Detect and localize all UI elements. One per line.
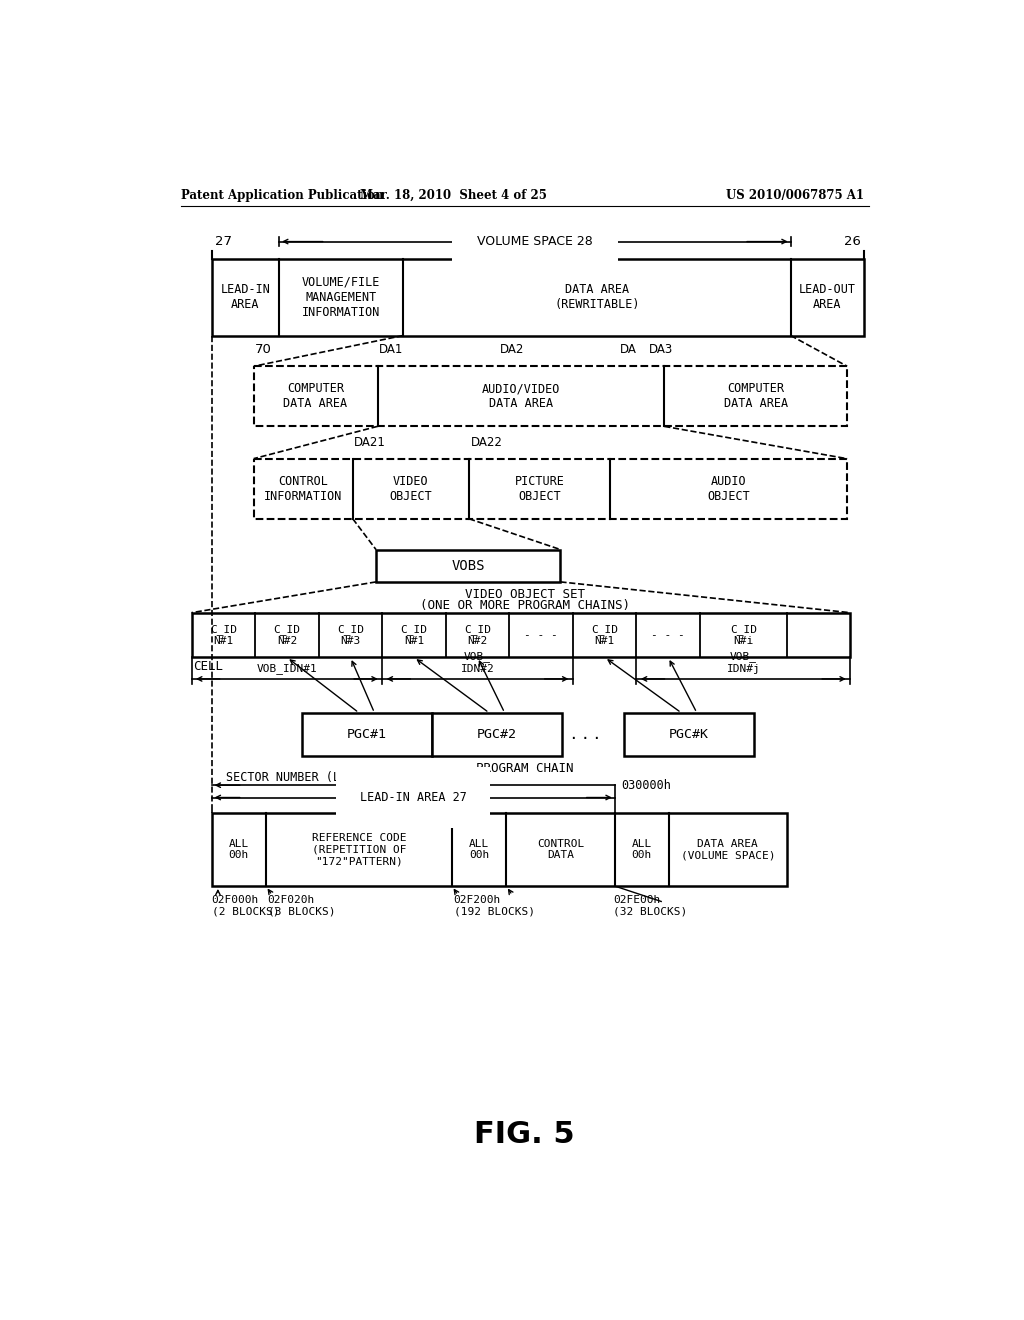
Text: Patent Application Publication: Patent Application Publication bbox=[180, 189, 383, 202]
Text: PGC#2: PGC#2 bbox=[477, 727, 517, 741]
Text: . . .: . . . bbox=[570, 726, 600, 743]
Text: VOLUME/FILE
MANAGEMENT
INFORMATION: VOLUME/FILE MANAGEMENT INFORMATION bbox=[302, 276, 380, 318]
Text: Mar. 18, 2010  Sheet 4 of 25: Mar. 18, 2010 Sheet 4 of 25 bbox=[360, 189, 547, 202]
Text: COMPUTER
DATA AREA: COMPUTER DATA AREA bbox=[284, 383, 347, 411]
Text: DATA AREA
(REWRITABLE): DATA AREA (REWRITABLE) bbox=[554, 282, 640, 312]
Text: DA1: DA1 bbox=[379, 343, 403, 356]
Text: C_ID
N#2: C_ID N#2 bbox=[464, 624, 492, 647]
Text: CONTROL
INFORMATION: CONTROL INFORMATION bbox=[264, 475, 342, 503]
Text: 02FE00h
(32 BLOCKS): 02FE00h (32 BLOCKS) bbox=[613, 895, 687, 917]
Text: C_ID
N#1: C_ID N#1 bbox=[210, 624, 237, 647]
Text: 26: 26 bbox=[844, 235, 861, 248]
Text: DA22: DA22 bbox=[471, 436, 503, 449]
Text: VIDEO OBJECT SET: VIDEO OBJECT SET bbox=[465, 589, 585, 601]
Text: LEAD-IN
AREA: LEAD-IN AREA bbox=[220, 282, 270, 312]
Bar bbox=[432, 713, 562, 756]
Text: DATA AREA
(VOLUME SPACE): DATA AREA (VOLUME SPACE) bbox=[681, 838, 775, 861]
Text: C_ID
N#1: C_ID N#1 bbox=[400, 624, 427, 647]
Bar bbox=[191, 612, 850, 657]
Bar bbox=[212, 813, 786, 886]
Bar bbox=[254, 459, 847, 519]
Text: VOB_
IDN#j: VOB_ IDN#j bbox=[726, 651, 760, 673]
Text: 02F020h
(3 BLOCKS): 02F020h (3 BLOCKS) bbox=[267, 895, 335, 917]
Text: DA2: DA2 bbox=[500, 343, 524, 356]
Text: PROGRAM CHAIN: PROGRAM CHAIN bbox=[476, 762, 573, 775]
Text: (ONE OR MORE PROGRAM CHAINS): (ONE OR MORE PROGRAM CHAINS) bbox=[420, 599, 630, 612]
Text: - - -: - - - bbox=[524, 630, 558, 640]
Text: 27: 27 bbox=[215, 235, 231, 248]
Text: VOB_IDN#1: VOB_IDN#1 bbox=[256, 663, 317, 673]
Text: VIDEO
OBJECT: VIDEO OBJECT bbox=[389, 475, 432, 503]
Text: LEAD-OUT
AREA: LEAD-OUT AREA bbox=[799, 282, 856, 312]
Text: 70: 70 bbox=[255, 343, 272, 356]
Text: REFERENCE CODE
(REPETITION OF
"172"PATTERN): REFERENCE CODE (REPETITION OF "172"PATTE… bbox=[311, 833, 407, 866]
Text: LEAD-IN AREA 27: LEAD-IN AREA 27 bbox=[359, 791, 467, 804]
Text: AUDIO
OBJECT: AUDIO OBJECT bbox=[708, 475, 750, 503]
Text: DA: DA bbox=[621, 343, 637, 356]
Text: VOBS: VOBS bbox=[452, 558, 485, 573]
Text: C_ID
N#1: C_ID N#1 bbox=[591, 624, 618, 647]
Bar bbox=[302, 713, 432, 756]
Text: FIG. 5: FIG. 5 bbox=[474, 1121, 575, 1150]
Bar bbox=[254, 367, 847, 426]
Text: ALL
00h: ALL 00h bbox=[632, 838, 652, 861]
Bar bbox=[212, 259, 864, 335]
Text: 02F000h
(2 BLOCKS): 02F000h (2 BLOCKS) bbox=[212, 895, 280, 917]
Text: PICTURE
OBJECT: PICTURE OBJECT bbox=[515, 475, 564, 503]
Text: VOB_
IDN#2: VOB_ IDN#2 bbox=[461, 651, 495, 673]
Text: VOLUME SPACE 28: VOLUME SPACE 28 bbox=[477, 235, 593, 248]
Text: SECTOR NUMBER (LEAD-IN START): SECTOR NUMBER (LEAD-IN START) bbox=[225, 771, 432, 784]
Text: ALL
00h: ALL 00h bbox=[469, 838, 489, 861]
Text: 030000h: 030000h bbox=[621, 779, 671, 792]
Text: ALL
00h: ALL 00h bbox=[228, 838, 249, 861]
Text: DA21: DA21 bbox=[354, 436, 386, 449]
Text: C_ID
N#2: C_ID N#2 bbox=[273, 624, 300, 647]
Text: PGC#K: PGC#K bbox=[669, 727, 709, 741]
Text: CELL: CELL bbox=[194, 660, 223, 673]
Text: COMPUTER
DATA AREA: COMPUTER DATA AREA bbox=[724, 383, 787, 411]
Text: CONTROL
DATA: CONTROL DATA bbox=[537, 838, 584, 861]
Text: AUDIO/VIDEO
DATA AREA: AUDIO/VIDEO DATA AREA bbox=[481, 383, 560, 411]
Text: PGC#1: PGC#1 bbox=[347, 727, 387, 741]
Text: 02F200h
(192 BLOCKS): 02F200h (192 BLOCKS) bbox=[454, 895, 535, 917]
Text: - - -: - - - bbox=[651, 630, 685, 640]
Text: DA3: DA3 bbox=[649, 343, 673, 356]
Bar bbox=[376, 549, 560, 582]
Text: US 2010/0067875 A1: US 2010/0067875 A1 bbox=[726, 189, 864, 202]
Text: C_ID
N#i: C_ID N#i bbox=[730, 624, 757, 647]
Text: C_ID
N#3: C_ID N#3 bbox=[337, 624, 364, 647]
Bar bbox=[624, 713, 755, 756]
